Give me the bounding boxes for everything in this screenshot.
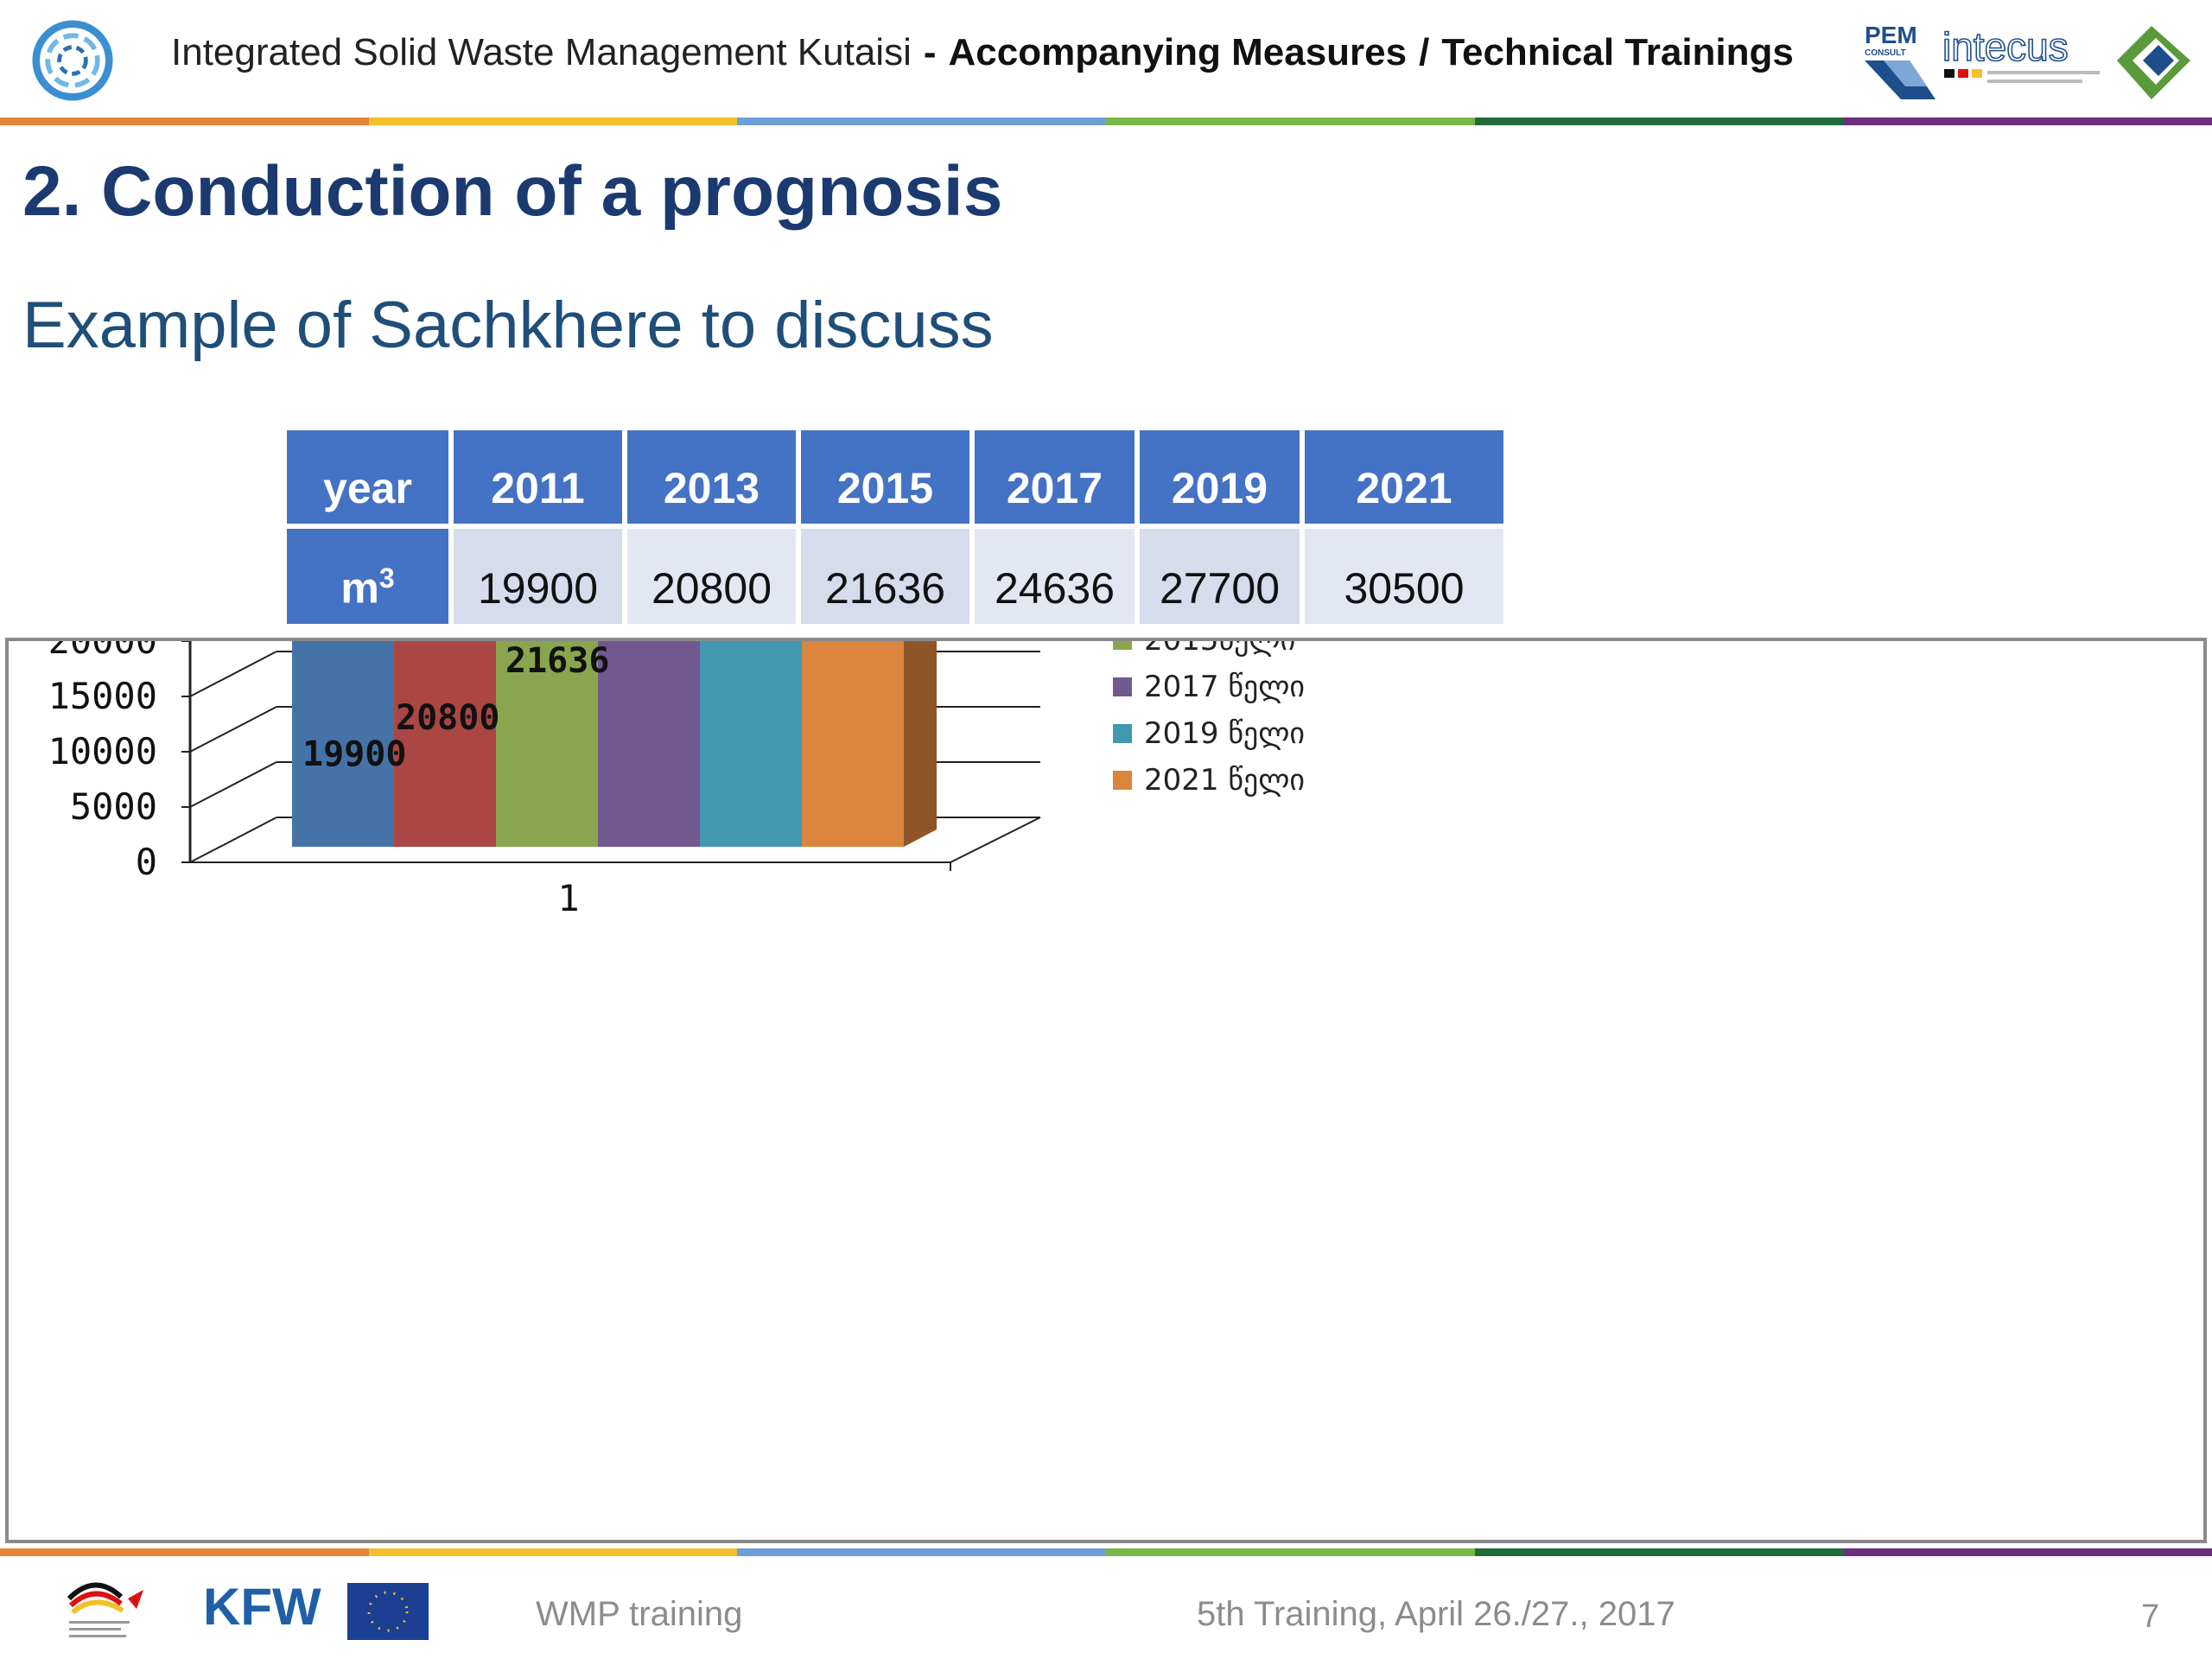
table-value-cell: 20800 [627,529,796,624]
band-segment [1474,118,1844,125]
svg-text:intecus: intecus [1942,24,2069,69]
gridline-diagonal [189,651,277,697]
y-tick-label: 10000 [48,730,157,772]
table-row-values: m3 19900 20800 21636 24636 27700 30500 [287,529,1503,624]
legend-label: 2015წელი [1144,641,1295,658]
table-value-cell: 19900 [454,529,622,624]
bar [394,641,496,847]
data-label: 20800 [396,698,499,738]
bar [496,641,598,847]
y-tick-label: 0 [136,841,157,883]
table-header-year: year [287,430,448,524]
footer-logos: KFW [67,1578,429,1640]
table-value-cell: 27700 [1140,529,1300,624]
header-color-band [0,118,2212,125]
eu-flag-icon [347,1583,429,1640]
table-year-cell: 2017 [975,430,1135,524]
bar [292,641,394,847]
bar [802,641,904,847]
header-separator: - [923,31,937,73]
svg-text:PEM: PEM [1865,22,1917,48]
bar [700,641,802,847]
table-value-cell: 30500 [1305,529,1503,624]
table-value-cell: 24636 [975,529,1135,624]
header-project: Integrated Solid Waste Management Kutais… [171,31,912,73]
prognosis-table: year 2011 2013 2015 2017 2019 2021 m3 19… [282,425,1509,629]
slide-header: Integrated Solid Waste Management Kutais… [0,0,2212,121]
gridline-diagonal [189,761,277,808]
gridline-diagonal [189,817,277,863]
data-label: 21636 [505,641,609,681]
intecus-logo-icon: intecus [1942,23,2100,83]
slide-subtitle: Example of Sachkhere to discuss [22,289,994,362]
table-row-years: year 2011 2013 2015 2017 2019 2021 [287,430,1503,524]
bar [598,641,700,847]
band-segment [1106,1548,1475,1556]
y-tick-label: 20000 [48,641,157,662]
floor-right-edge [950,817,1041,863]
unit-superscript: 3 [378,563,395,594]
table-year-cell: 2011 [454,430,622,524]
band-segment [0,118,369,125]
bar-side [904,641,937,847]
header-slash: / [1419,31,1430,73]
svg-text:CONSULT: CONSULT [1865,48,1906,58]
footer-training-label: WMP training [536,1595,743,1633]
chart-frame: 0500010000150002000025000300003500019900… [5,638,2207,1543]
gridline-diagonal [189,706,277,753]
table-year-cell: 2013 [627,430,796,524]
legend-swatch [1113,724,1132,743]
partner-logos: PEM CONSULT intecus [1865,22,2190,99]
band-segment [1843,118,2212,125]
band-segment [737,118,1107,125]
kfw-logo-icon: KFW [203,1578,321,1636]
footer-date: 5th Training, April 26./27., 2017 [1197,1595,1675,1633]
band-segment [368,118,738,125]
pem-consult-logo-icon: PEM CONSULT [1865,22,1936,99]
band-segment [1474,1548,1844,1556]
band-segment [737,1548,1107,1556]
green-g-logo-icon [2117,26,2190,99]
band-segment [0,1548,369,1556]
unit-label: m [340,564,379,613]
header-text: Integrated Solid Waste Management Kutais… [171,31,1794,74]
band-segment [368,1548,738,1556]
header-topic: Technical Trainings [1441,31,1794,73]
y-tick-label: 15000 [48,675,157,717]
footer-color-band [0,1548,2212,1556]
header-section: Accompanying Measures [948,31,1408,73]
page-number: 7 [2141,1599,2160,1635]
table-year-cell: 2021 [1305,430,1503,524]
legend-label: 2019 წელი [1144,716,1305,751]
x-tick-label: 1 [557,877,579,919]
table-year-cell: 2015 [801,430,969,524]
project-logo-icon [32,20,113,101]
band-segment [1843,1548,2212,1556]
band-segment [1106,118,1475,125]
y-tick-label: 5000 [70,785,157,828]
table-header-unit: m3 [287,529,448,624]
legend-label: 2017 წელი [1144,670,1305,704]
table-year-cell: 2019 [1140,430,1300,524]
legend-swatch [1113,677,1132,696]
german-cooperation-logo-icon [67,1582,143,1637]
legend-label: 2021 წელი [1144,763,1305,798]
data-label: 19900 [302,734,406,774]
legend-swatch [1113,771,1132,790]
slide-title: 2. Conduction of a prognosis [22,152,1003,231]
bar-chart: 0500010000150002000025000300003500019900… [48,641,1305,919]
legend-swatch [1113,641,1132,650]
table-value-cell: 21636 [801,529,969,624]
